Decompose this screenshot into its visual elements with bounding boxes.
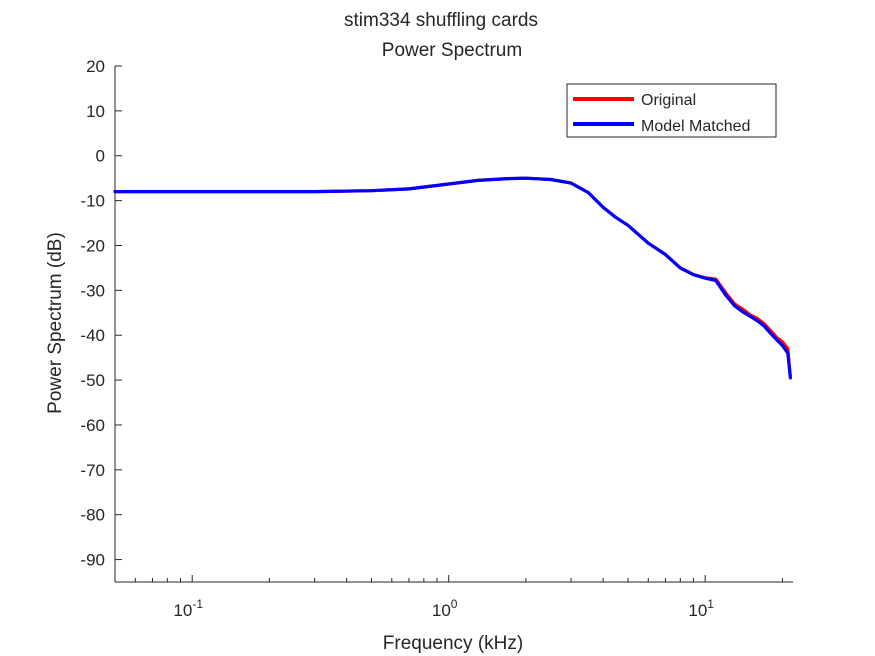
- y-axis-ticks: 20 10 0 -10 -20 -30 -40 -50 -60 -70 -80 -90: [80, 57, 122, 570]
- legend-label-model-matched: Model Matched: [641, 118, 750, 135]
- x-tick-label-exponent: -1: [192, 597, 203, 611]
- y-tick-label: 10: [86, 102, 105, 121]
- x-tick-label-base: 10: [173, 601, 192, 620]
- y-tick-label: -40: [80, 326, 105, 345]
- x-tick-label-exponent: 1: [707, 597, 714, 611]
- y-tick-label: -20: [80, 236, 105, 255]
- legend-label-original: Original: [641, 92, 696, 109]
- y-tick-label: -80: [80, 506, 105, 525]
- series-line-model-matched: [113, 176, 793, 380]
- chart-subtitle: Power Spectrum: [382, 40, 522, 61]
- x-axis-ticks: 10-1 100 101: [114, 575, 783, 620]
- series-layer: [113, 176, 793, 380]
- y-axis-label: Power Spectrum (dB): [45, 232, 66, 414]
- plot-area: [115, 66, 793, 582]
- x-tick-label-base: 10: [432, 601, 451, 620]
- y-tick-label: -70: [80, 461, 105, 480]
- legend-box: [566, 83, 777, 138]
- x-tick-label: 100: [432, 597, 458, 620]
- x-tick-label-exponent: 0: [451, 597, 458, 611]
- x-tick-label: 10-1: [173, 597, 203, 620]
- y-tick-label: -60: [80, 416, 105, 435]
- x-axis-label: Frequency (kHz): [383, 633, 523, 654]
- y-tick-label: 0: [96, 147, 105, 166]
- y-tick-label: -90: [80, 551, 105, 570]
- chart-title: stim334 shuffling cards: [344, 10, 538, 31]
- y-tick-label: -10: [80, 192, 105, 211]
- y-tick-label: -30: [80, 281, 105, 300]
- x-tick-label: 101: [688, 597, 714, 620]
- x-tick-label-base: 10: [688, 601, 707, 620]
- y-tick-label: 20: [86, 57, 105, 76]
- y-tick-label: -50: [80, 371, 105, 390]
- legend: Original Model Matched: [566, 83, 777, 138]
